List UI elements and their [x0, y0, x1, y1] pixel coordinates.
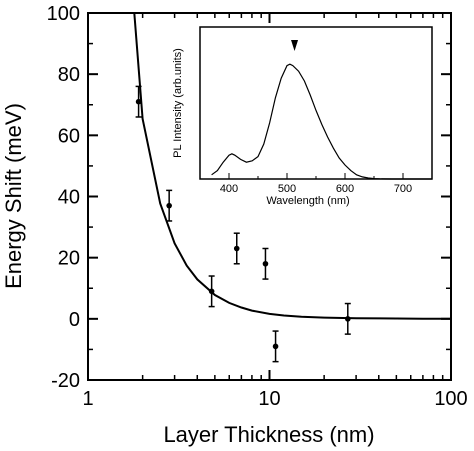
data-point [208, 275, 215, 308]
inset-x-tick-label: 400 [220, 183, 238, 195]
point-marker [262, 260, 269, 267]
inset-x-axis-title: Wavelength (nm) [266, 195, 349, 207]
inset-x-tick-label: 500 [278, 183, 296, 195]
y-tick-label: -20 [51, 370, 80, 392]
data-point [272, 330, 279, 363]
pl-spectrum-line [211, 63, 432, 180]
peak-marker-icon [291, 40, 299, 51]
point-marker [166, 202, 172, 209]
y-tick-label: 0 [69, 309, 80, 331]
main-y-ticks: -20 0 20 40 60 80 100 [47, 3, 451, 392]
point-marker [135, 98, 142, 105]
main-x-ticks: 1 10 100 [82, 13, 468, 410]
y-tick-label: 60 [58, 125, 80, 147]
main-plot: 1 10 100 -20 0 20 40 60 80 100 Layer Thickness (… [1, 3, 468, 447]
data-point [135, 85, 142, 118]
data-point [262, 247, 269, 280]
fit-curve [133, 12, 451, 320]
y-tick-label: 40 [58, 187, 80, 209]
inset-x-tick-label: 600 [336, 183, 354, 195]
inset-y-axis-title: PL Intensity (arb.units) [172, 48, 184, 158]
data-point [233, 232, 240, 265]
x-axis-title: Layer Thickness (nm) [163, 422, 374, 447]
point-marker [233, 245, 240, 252]
point-marker [272, 343, 279, 350]
x-tick-label: 10 [258, 388, 280, 410]
data-points [135, 85, 351, 363]
x-tick-label: 100 [434, 388, 467, 410]
y-tick-label: 20 [58, 248, 80, 270]
x-tick-label: 1 [82, 388, 93, 410]
point-marker [208, 288, 215, 295]
y-axis-title: Energy Shift (meV) [1, 103, 26, 289]
point-marker [344, 316, 351, 322]
y-tick-label: 80 [58, 64, 80, 86]
data-point [344, 302, 351, 335]
inset-x-ticks: 400 500 600 700 [199, 173, 433, 195]
inset-plot: 400 500 600 700 Wavelength (nm) PL Intensit… [172, 26, 433, 207]
y-tick-label: 100 [47, 3, 80, 25]
inset-frame [199, 26, 433, 180]
inset-x-tick-label: 700 [394, 183, 412, 195]
data-point [166, 189, 173, 222]
